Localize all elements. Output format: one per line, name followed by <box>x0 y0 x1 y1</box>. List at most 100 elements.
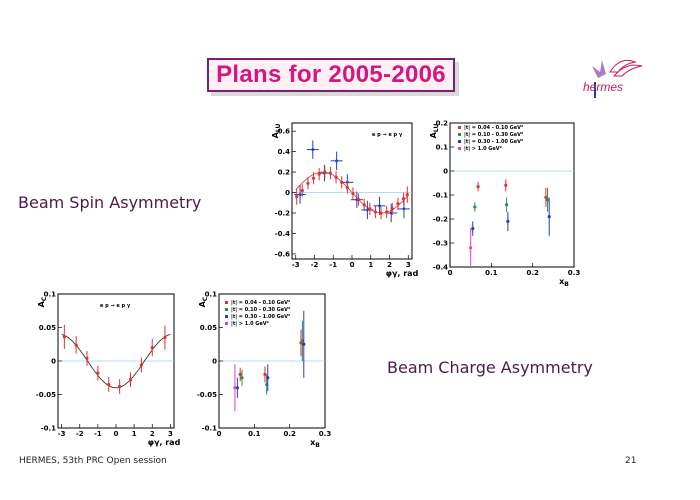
chart-alu-xb: 0.20.10-0.1-0.2-0.3-0.40 0.1 0.2 0.3ALUxB|t… <box>429 120 580 289</box>
data-point <box>378 204 381 208</box>
data-point <box>335 159 339 163</box>
y-tick-label: 0.1 <box>205 291 218 299</box>
x-tick-label: -3 <box>58 430 66 438</box>
y-tick-label: 0.2 <box>436 120 449 128</box>
data-point <box>118 384 122 389</box>
y-tick-label: 0.4 <box>278 148 291 156</box>
data-point <box>238 372 242 376</box>
data-point <box>401 197 406 201</box>
data-point <box>300 188 304 193</box>
data-point <box>62 335 66 339</box>
data-point <box>544 195 548 199</box>
plot-frame <box>291 122 413 260</box>
y-tick-label: 0.1 <box>436 144 449 152</box>
y-tick-label: -0.1 <box>433 192 448 200</box>
x-tick-label: 2 <box>387 261 392 269</box>
y-tick-label: 0 <box>285 189 290 197</box>
data-point <box>390 207 394 211</box>
beam-spin-label: Beam Spin Asymmetry <box>18 193 202 212</box>
legend-entry: |t| = 0.10 - 0.30 GeV² <box>464 132 523 138</box>
y-tick-label: 0.2 <box>278 169 291 177</box>
x-axis-label: φγ, rad <box>148 438 181 447</box>
data-point <box>150 346 154 350</box>
x-tick-label: -1 <box>94 430 102 438</box>
x-axis-label: φγ, rad <box>386 269 419 278</box>
data-point <box>476 185 480 189</box>
x-tick-label: 0 <box>350 261 355 269</box>
legend-entry: |t| = 0.04 - 0.10 GeV² <box>231 300 290 306</box>
legend-marker <box>225 315 228 318</box>
data-point <box>311 148 315 151</box>
data-point <box>235 386 239 390</box>
data-point <box>334 175 338 179</box>
y-tick-label: -0.05 <box>197 391 217 399</box>
data-point <box>385 210 389 214</box>
legend-marker <box>225 322 228 325</box>
data-point <box>300 339 304 343</box>
data-point <box>402 207 406 211</box>
legend-entry: |t| = 0.30 - 1.00 GeV² <box>231 314 290 320</box>
hermes-logo <box>592 59 643 98</box>
data-point <box>163 335 167 340</box>
data-point <box>362 203 366 207</box>
data-point <box>365 208 369 212</box>
y-tick-label: 0 <box>212 358 217 366</box>
chart-ac-phi: 0.1 0.05 0 -0.05 -0.1-3 -2 -1 0 1 2 3 AC φγ, rad e p … <box>36 291 181 448</box>
x-tick-label: 0.2 <box>283 430 296 438</box>
data-point <box>356 198 361 202</box>
y-tick-label: -0.2 <box>433 216 448 224</box>
reaction-annotation: e p → e p γ <box>372 132 403 138</box>
legend-marker <box>458 140 461 143</box>
x-tick-label: 0.2 <box>526 269 539 277</box>
y-tick-label: 0 <box>51 358 56 366</box>
data-point <box>328 171 333 175</box>
data-point <box>473 205 477 209</box>
data-point <box>469 246 473 250</box>
data-point <box>139 363 143 367</box>
footer-text: HERMES, 53th PRC Open session <box>19 456 167 466</box>
data-point <box>373 210 378 214</box>
legend-marker <box>225 301 228 304</box>
x-tick-label: -2 <box>311 261 319 269</box>
data-point <box>505 203 509 207</box>
data-point <box>266 376 270 380</box>
data-point <box>317 172 321 176</box>
data-point <box>298 193 302 196</box>
legend-entry: |t| = 0.10 - 0.30 GeV² <box>231 307 290 313</box>
data-point <box>504 183 508 187</box>
data-point <box>405 192 409 197</box>
x-tick-label: 1 <box>368 261 373 269</box>
legend-marker <box>458 147 461 150</box>
x-tick-label: 0.1 <box>485 269 498 277</box>
y-tick-label: -0.6 <box>275 250 290 258</box>
data-point <box>545 198 550 202</box>
beam-charge-label: Beam Charge Asymmetry <box>387 358 593 377</box>
legend-marker <box>458 126 461 129</box>
y-tick-label: 0 <box>443 168 448 176</box>
y-tick-label: -0.1 <box>41 425 56 433</box>
data-point <box>396 202 400 206</box>
x-tick-label: -2 <box>76 430 84 438</box>
x-tick-label: 0 <box>448 269 453 277</box>
data-point <box>96 371 100 375</box>
data-point <box>128 378 133 382</box>
y-tick-label: -0.4 <box>433 264 448 272</box>
y-axis-label: ALU <box>429 124 440 139</box>
data-point <box>345 185 349 190</box>
x-axis-label: xB <box>310 438 320 449</box>
data-point <box>233 386 237 390</box>
legend-marker <box>458 133 461 136</box>
y-tick-label: -0.4 <box>275 230 290 238</box>
x-tick-label: 3 <box>168 430 173 438</box>
data-point <box>323 170 327 174</box>
y-tick-label: -0.2 <box>275 209 290 217</box>
x-tick-label: 3 <box>406 261 411 269</box>
y-tick-label: 0.1 <box>44 291 57 299</box>
x-tick-label: 0.1 <box>248 430 261 438</box>
x-tick-label: 0 <box>114 430 119 438</box>
y-tick-label: -0.1 <box>202 425 217 433</box>
data-point <box>107 382 111 387</box>
title-box: Plans for 2005-2006 <box>207 58 455 92</box>
